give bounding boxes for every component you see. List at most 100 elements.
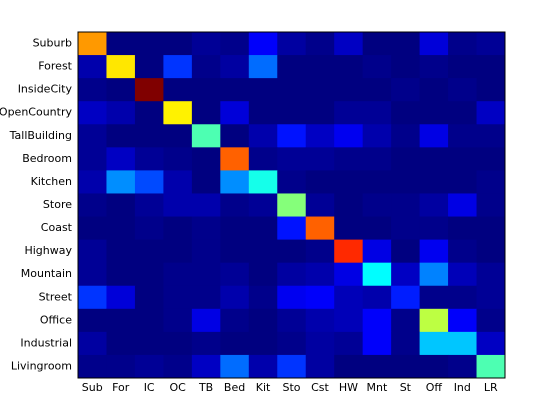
cell — [191, 170, 221, 194]
cell — [78, 78, 107, 102]
cell — [362, 32, 392, 56]
cell — [305, 193, 335, 218]
cell — [391, 78, 421, 102]
cell — [191, 124, 221, 148]
cell — [448, 170, 478, 194]
y-tick-label: Office — [40, 313, 72, 326]
cell — [134, 239, 164, 264]
cell — [163, 101, 193, 125]
cell — [419, 331, 449, 356]
cell — [476, 147, 506, 171]
cell — [134, 170, 164, 194]
cell — [362, 331, 392, 356]
cell — [134, 78, 164, 102]
y-tick-label: Street — [39, 290, 73, 303]
cell — [163, 124, 193, 148]
cell — [220, 55, 250, 79]
cell — [391, 308, 421, 333]
cell — [248, 285, 278, 310]
cell — [220, 262, 250, 287]
cell — [334, 354, 364, 379]
cell — [419, 262, 449, 287]
cell — [78, 124, 107, 148]
cell — [334, 55, 364, 79]
cell — [106, 216, 136, 241]
cell — [419, 216, 449, 241]
cell — [362, 239, 392, 264]
cell — [134, 55, 164, 79]
y-tick-label: Livingroom — [11, 359, 72, 372]
y-tick-label: Suburb — [33, 37, 72, 50]
cell — [106, 308, 136, 333]
cell — [419, 308, 449, 333]
axes-frame — [77, 31, 506, 379]
cell — [305, 216, 335, 241]
cell — [220, 285, 250, 310]
cell — [78, 101, 107, 125]
cell — [305, 101, 335, 125]
cell — [476, 285, 506, 310]
cell — [106, 55, 136, 79]
cell — [134, 308, 164, 333]
cell — [391, 55, 421, 79]
cell — [305, 147, 335, 171]
cell — [248, 354, 278, 379]
cell — [362, 147, 392, 171]
cell — [134, 193, 164, 218]
cell — [277, 216, 307, 241]
cell — [277, 32, 307, 56]
y-tick-label: Kitchen — [31, 175, 72, 188]
y-tick-label: Forest — [38, 60, 72, 73]
cell — [334, 262, 364, 287]
cell — [78, 32, 107, 56]
cell — [134, 124, 164, 148]
cell — [191, 308, 221, 333]
cell — [305, 32, 335, 56]
cell — [476, 216, 506, 241]
x-tick-label: Kit — [256, 381, 271, 394]
cell — [476, 32, 506, 56]
cell — [191, 331, 221, 356]
cell — [163, 32, 193, 56]
cell — [391, 193, 421, 218]
cell — [391, 216, 421, 241]
cell — [362, 193, 392, 218]
cell — [305, 285, 335, 310]
cell — [220, 193, 250, 218]
cell — [134, 101, 164, 125]
cell — [78, 285, 107, 310]
cell — [448, 216, 478, 241]
cell — [476, 239, 506, 264]
cell — [391, 147, 421, 171]
cell — [448, 32, 478, 56]
cell — [163, 285, 193, 310]
cell — [305, 354, 335, 379]
cell — [419, 78, 449, 102]
cell — [391, 239, 421, 264]
cell — [362, 170, 392, 194]
cell — [334, 239, 364, 264]
cell — [448, 308, 478, 333]
cell — [448, 193, 478, 218]
cell — [277, 147, 307, 171]
cell — [277, 239, 307, 264]
cell — [248, 124, 278, 148]
cell — [220, 170, 250, 194]
cell — [448, 331, 478, 356]
cell — [277, 170, 307, 194]
x-tick-label: OC — [169, 381, 186, 394]
cell — [362, 262, 392, 287]
cell — [362, 124, 392, 148]
cell — [220, 354, 250, 379]
cell — [419, 193, 449, 218]
cell — [106, 101, 136, 125]
y-tick-label: Coast — [41, 221, 73, 234]
cell — [448, 78, 478, 102]
cell — [78, 239, 107, 264]
cell — [391, 124, 421, 148]
cell — [163, 239, 193, 264]
cell — [277, 354, 307, 379]
cell — [334, 170, 364, 194]
cell — [106, 170, 136, 194]
cell — [419, 55, 449, 79]
